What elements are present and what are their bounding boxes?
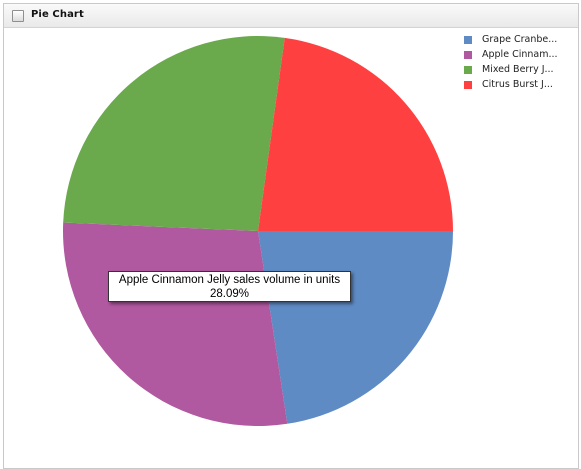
collapse-checkbox[interactable]: [12, 10, 24, 22]
legend-label: Grape Cranbe...: [482, 34, 558, 45]
legend-swatch: [464, 36, 472, 44]
legend-label: Citrus Burst J...: [482, 79, 553, 90]
chart-legend: Grape Cranbe... Apple Cinnam... Mixed Berr…: [464, 33, 572, 93]
legend-item[interactable]: Mixed Berry J...: [464, 63, 572, 78]
pie-slice-1[interactable]: [62, 222, 288, 427]
legend-item[interactable]: Grape Cranbe...: [464, 33, 572, 48]
tooltip-series-label: Apple Cinnamon Jelly sales volume in uni…: [118, 274, 341, 286]
pie-slice-3[interactable]: [258, 37, 453, 232]
legend-label: Mixed Berry J...: [482, 64, 554, 75]
pie-slice-2[interactable]: [63, 35, 285, 231]
legend-swatch: [464, 66, 472, 74]
legend-item[interactable]: Citrus Burst J...: [464, 78, 572, 93]
legend-swatch: [464, 51, 472, 59]
pie-slice-0[interactable]: [258, 231, 453, 424]
legend-item[interactable]: Apple Cinnam...: [464, 48, 572, 63]
tooltip-percent: 28.09%: [209, 288, 249, 300]
panel-title: Pie Chart: [31, 9, 84, 20]
legend-label: Apple Cinnam...: [482, 49, 558, 60]
panel-header: Pie Chart: [4, 4, 578, 28]
legend-swatch: [464, 81, 472, 89]
slice-tooltip: Apple Cinnamon Jelly sales volume in uni…: [108, 271, 351, 302]
